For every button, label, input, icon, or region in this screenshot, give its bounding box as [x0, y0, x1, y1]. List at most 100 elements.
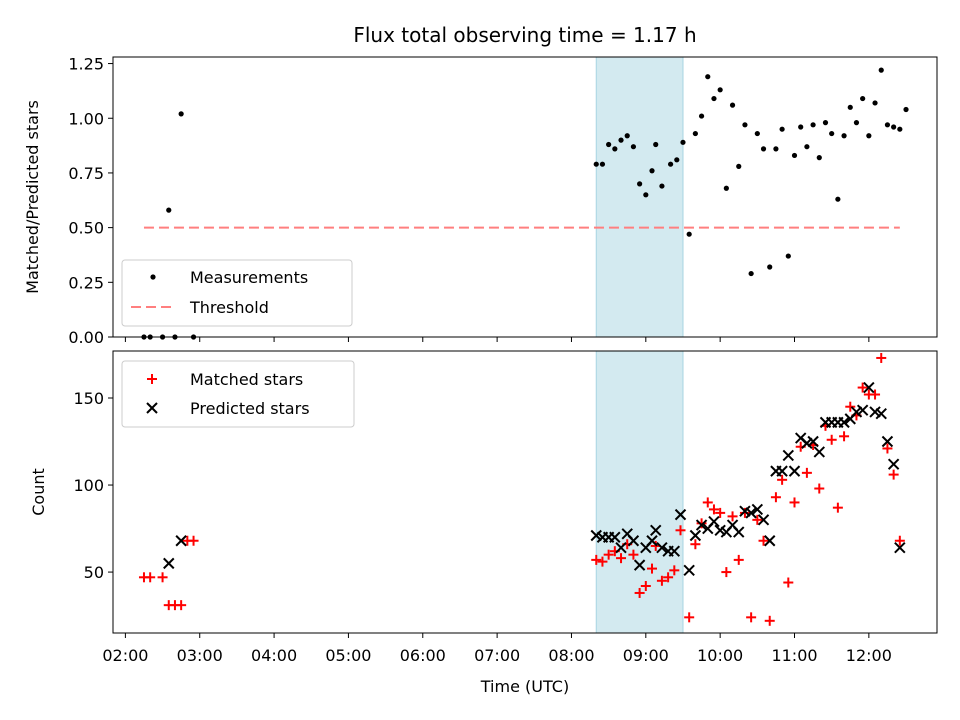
predicted-star-point	[633, 559, 646, 571]
matched-star-point	[758, 535, 769, 546]
matched-star-point	[752, 514, 763, 525]
matched-star-point	[832, 502, 843, 513]
matched-star-point	[777, 474, 788, 485]
x-tick-label: 11:00	[771, 646, 817, 665]
matched-star-point	[603, 549, 614, 560]
x-tick-label: 07:00	[474, 646, 520, 665]
matched-star-point	[826, 434, 837, 445]
measurement-point	[903, 106, 909, 113]
predicted-star-point	[782, 449, 795, 462]
matched-star-point	[702, 497, 713, 508]
count-legend: Matched stars Predicted stars	[121, 360, 355, 428]
matched-star-point	[733, 554, 744, 565]
x-tick-label: 12:00	[846, 646, 892, 665]
measurement-point	[680, 139, 686, 145]
x-tick-label: 02:00	[102, 646, 148, 665]
count-y-ticks: 50 100 150	[73, 389, 113, 582]
matched-star-point	[882, 443, 893, 454]
matched-star-point	[746, 612, 757, 623]
predicted-star-point	[887, 458, 900, 470]
matched-star-point	[663, 572, 674, 583]
measurement-point	[674, 157, 680, 163]
y-tick-label: 0.25	[68, 273, 104, 292]
matched-star-point	[696, 518, 707, 529]
measurement-point	[643, 192, 649, 198]
measurement-point	[841, 133, 847, 139]
x-tick-label: 10:00	[697, 646, 743, 665]
matched-star-point	[783, 577, 794, 588]
matched-star-point	[647, 563, 658, 574]
ratio-axes-frame	[112, 56, 938, 338]
predicted-star-point	[163, 557, 175, 570]
matched-star-point	[888, 469, 899, 480]
y-tick-label: 50	[84, 563, 104, 582]
measurement-point	[804, 144, 810, 150]
x-tick-label: 04:00	[251, 646, 297, 665]
predicted-star-point	[838, 416, 850, 429]
legend-threshold-label: Threshold	[189, 298, 269, 317]
measurement-point	[791, 152, 798, 159]
matched-star-point	[764, 615, 775, 626]
measurement-point	[723, 185, 729, 191]
matched-star-point	[669, 565, 680, 576]
predicted-star-point	[788, 465, 801, 477]
legend-measurements-label: Measurements	[190, 268, 308, 287]
predicted-star-point	[615, 541, 627, 554]
y-tick-label: 0.50	[68, 219, 104, 238]
predicted-star-point	[650, 524, 662, 537]
predicted-star-point	[674, 508, 687, 521]
measurement-point	[860, 95, 866, 102]
measurement-point	[897, 126, 903, 132]
measurement-point	[736, 163, 742, 169]
measurement-point	[847, 104, 853, 110]
legend-predicted-label: Predicted stars	[190, 399, 310, 418]
matched-star-point	[591, 554, 602, 565]
measurement-point	[717, 87, 723, 93]
matched-star-point	[770, 492, 781, 503]
matched-star-point	[157, 572, 168, 583]
predicted-star-point	[856, 404, 869, 416]
matched-star-point	[188, 535, 199, 546]
matched-star-point	[814, 483, 825, 494]
predicted-star-point	[894, 541, 906, 554]
y-tick-label: 100	[73, 476, 104, 495]
measurement-point	[653, 141, 659, 148]
predicted-star-point	[863, 381, 875, 394]
matched-star-point	[894, 535, 905, 546]
matched-star-point	[727, 511, 738, 522]
matched-star-point	[876, 352, 887, 363]
measurement-point	[599, 161, 606, 167]
measurement-point	[779, 126, 785, 132]
measurement-point	[711, 95, 717, 102]
matched-star-point	[690, 539, 701, 550]
predicted-star-point	[733, 526, 745, 538]
ratio-y-ticks: 0.00 0.25 0.50 0.75 1.00 1.25	[68, 55, 113, 347]
matched-star-point	[684, 612, 695, 623]
predicted-star-point	[757, 514, 770, 526]
matched-star-point	[145, 572, 156, 583]
ratio-shaded-interval	[595, 56, 684, 338]
measurement-point	[829, 130, 835, 137]
measurement-point	[884, 122, 891, 128]
predicted-star-point	[695, 519, 708, 531]
count-axes-frame	[112, 350, 938, 634]
matched-star-point	[801, 467, 812, 478]
measurement-point	[872, 100, 878, 106]
measurement-point	[606, 141, 612, 148]
legend-predicted-marker	[146, 402, 158, 414]
measurement-point	[773, 146, 779, 152]
x-tick-label: 03:00	[177, 646, 223, 665]
ratio-legend: Measurements Threshold	[121, 259, 353, 327]
measurement-point	[178, 111, 184, 117]
predicted-star-point	[646, 535, 658, 547]
measurement-point	[816, 155, 822, 161]
measurement-point	[742, 122, 748, 128]
matched-star-point	[739, 507, 750, 518]
matched-star-point	[839, 431, 850, 442]
matched-star-point	[640, 581, 651, 591]
predicted-star-point	[175, 535, 187, 547]
measurement-point	[878, 67, 884, 73]
predicted-star-point	[875, 407, 887, 420]
